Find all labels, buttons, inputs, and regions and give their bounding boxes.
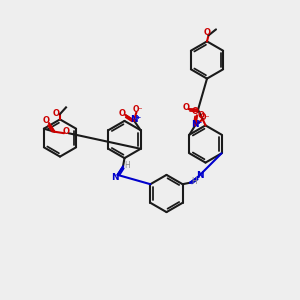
- Text: O: O: [119, 109, 126, 118]
- Text: N: N: [130, 115, 138, 124]
- Text: O: O: [63, 127, 70, 136]
- Text: +: +: [135, 115, 140, 120]
- Text: N: N: [192, 120, 199, 129]
- Text: O: O: [192, 107, 199, 116]
- Text: N: N: [111, 173, 119, 182]
- Text: H: H: [124, 160, 130, 169]
- Text: O: O: [197, 111, 205, 120]
- Text: O: O: [203, 28, 211, 37]
- Text: O: O: [182, 103, 190, 112]
- Text: O⁻: O⁻: [133, 105, 143, 114]
- Text: O: O: [53, 109, 60, 118]
- Text: H: H: [191, 177, 197, 186]
- Text: O⁻: O⁻: [200, 113, 211, 122]
- Text: +: +: [197, 120, 202, 124]
- Text: O: O: [43, 116, 50, 125]
- Text: N: N: [196, 171, 204, 180]
